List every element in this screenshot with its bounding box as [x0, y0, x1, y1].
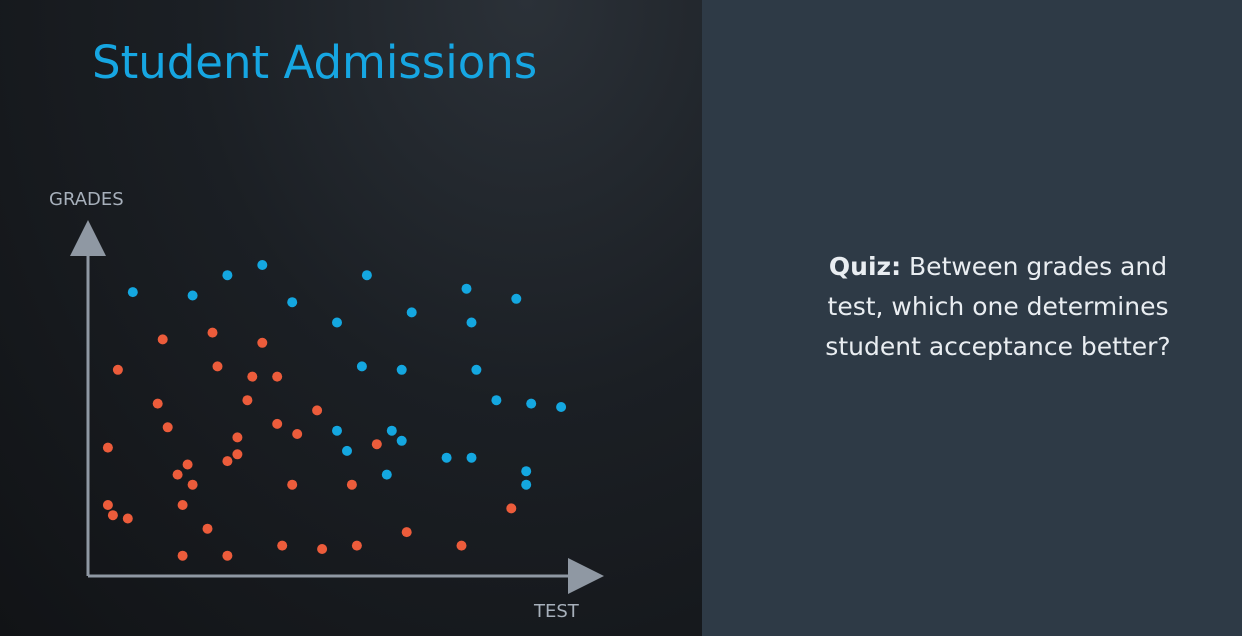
accepted-point — [466, 452, 477, 463]
accepted-point — [342, 445, 352, 456]
rejected-point — [177, 550, 188, 561]
slide-title: Student Admissions — [92, 36, 538, 89]
accepted-point — [257, 260, 268, 270]
rejected-point — [272, 418, 283, 429]
accepted-point — [471, 364, 482, 375]
rejected-point — [506, 503, 517, 514]
rejected-point — [112, 364, 123, 375]
rejected-point — [232, 449, 243, 460]
rejected-point — [187, 479, 198, 490]
rejected-point — [371, 439, 382, 450]
rejected-point — [277, 540, 288, 551]
rejected-point — [202, 523, 213, 534]
rejected-point — [312, 405, 323, 416]
accepted-point — [556, 402, 567, 412]
accepted-point — [461, 283, 472, 294]
accepted-point — [396, 364, 407, 375]
rejected-point — [257, 337, 268, 348]
scatter-chart: GRADES TEST — [49, 189, 604, 622]
rejected-point — [157, 334, 168, 345]
accepted-point — [526, 398, 537, 409]
rejected-point — [351, 540, 362, 551]
rejected-point — [401, 527, 412, 538]
rejected-point — [172, 469, 183, 480]
accepted-point — [361, 270, 372, 281]
rejected-point — [222, 456, 233, 467]
accepted-point — [332, 425, 342, 436]
accepted-point — [521, 479, 532, 490]
accepted-point — [466, 317, 477, 328]
rejected-point — [232, 432, 243, 443]
accepted-point — [332, 317, 342, 328]
rejected-point — [456, 540, 467, 551]
rejected-point — [152, 398, 163, 409]
accepted-point — [356, 361, 367, 372]
accepted-point — [127, 287, 138, 298]
rejected-point — [177, 500, 188, 510]
rejected-point — [346, 479, 357, 490]
rejected-point — [182, 459, 193, 470]
rejected-point — [107, 510, 118, 521]
rejected-point — [222, 550, 233, 561]
y-axis-label: GRADES — [49, 189, 124, 210]
quiz-text-block: Quiz: Between grades and test, which one… — [702, 247, 1242, 367]
quiz-question: Between grades and test, which one deter… — [825, 252, 1171, 361]
accepted-point — [511, 293, 522, 304]
data-points — [102, 260, 567, 561]
rejected-point — [247, 371, 258, 382]
rejected-point — [317, 544, 328, 554]
x-axis-label: TEST — [533, 601, 580, 622]
chart-panel — [0, 0, 702, 636]
accepted-point — [287, 297, 298, 308]
rejected-point — [122, 513, 133, 524]
rejected-point — [102, 500, 113, 510]
rejected-point — [292, 429, 303, 439]
accepted-point — [396, 435, 407, 446]
accepted-point — [521, 466, 532, 477]
accepted-point — [222, 270, 233, 281]
rejected-point — [102, 442, 113, 453]
quiz-panel — [702, 0, 1242, 636]
rejected-point — [162, 422, 173, 433]
rejected-point — [212, 361, 223, 372]
rejected-point — [272, 371, 283, 382]
accepted-point — [491, 395, 502, 406]
rejected-point — [242, 395, 253, 406]
quiz-label: Quiz: — [828, 252, 902, 281]
accepted-point — [381, 469, 392, 480]
accepted-point — [441, 452, 452, 463]
rejected-point — [207, 327, 218, 338]
rejected-point — [287, 479, 298, 490]
accepted-point — [386, 425, 397, 436]
accepted-point — [187, 290, 198, 301]
accepted-point — [406, 307, 417, 318]
